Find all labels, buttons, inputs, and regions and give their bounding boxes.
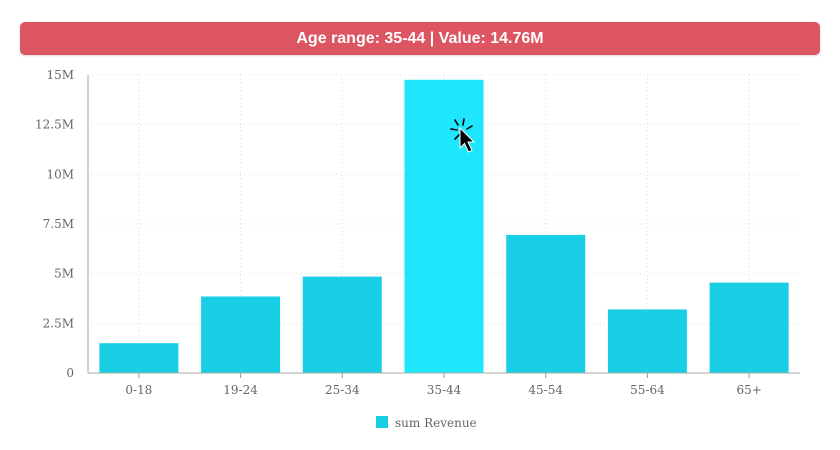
y-axis-ticks: 0 2.5M 5M 7.5M 10M 12.5M 15M — [35, 68, 74, 380]
bar-65+[interactable] — [709, 282, 789, 373]
x-tick-label: 25-34 — [325, 383, 360, 397]
y-tick-label: 7.5M — [43, 217, 74, 231]
legend-label[interactable]: sum Revenue — [395, 416, 477, 430]
x-axis-ticks: 0-18 19-24 25-34 35-44 45-54 55-64 65+ — [125, 373, 762, 397]
x-tick-label: 35-44 — [427, 383, 462, 397]
x-tick-label: 0-18 — [125, 383, 152, 397]
x-tick-label: 55-64 — [630, 383, 665, 397]
y-tick-label: 5M — [54, 267, 74, 281]
bar-35-44[interactable] — [404, 79, 484, 373]
x-tick-label: 45-54 — [528, 383, 563, 397]
legend: sum Revenue — [376, 416, 477, 430]
tooltip-banner: Age range: 35-44 | Value: 14.76M — [20, 22, 820, 55]
y-tick-label: 0 — [66, 366, 74, 380]
bars — [99, 79, 789, 373]
y-tick-label: 12.5M — [35, 118, 74, 132]
bar-45-54[interactable] — [506, 234, 586, 373]
tooltip-banner-text: Age range: 35-44 | Value: 14.76M — [296, 30, 544, 47]
bar-55-64[interactable] — [607, 309, 687, 373]
x-tick-label: 19-24 — [223, 383, 258, 397]
axes — [87, 75, 800, 374]
legend-swatch — [376, 416, 388, 428]
bar-25-34[interactable] — [302, 276, 382, 373]
y-tick-label: 2.5M — [43, 316, 74, 330]
bar-19-24[interactable] — [201, 296, 281, 373]
x-tick-label: 65+ — [736, 383, 761, 397]
y-tick-label: 10M — [46, 167, 74, 181]
y-tick-label: 15M — [46, 68, 74, 82]
mouse-cursor — [450, 118, 476, 153]
bar-0-18[interactable] — [99, 343, 179, 373]
